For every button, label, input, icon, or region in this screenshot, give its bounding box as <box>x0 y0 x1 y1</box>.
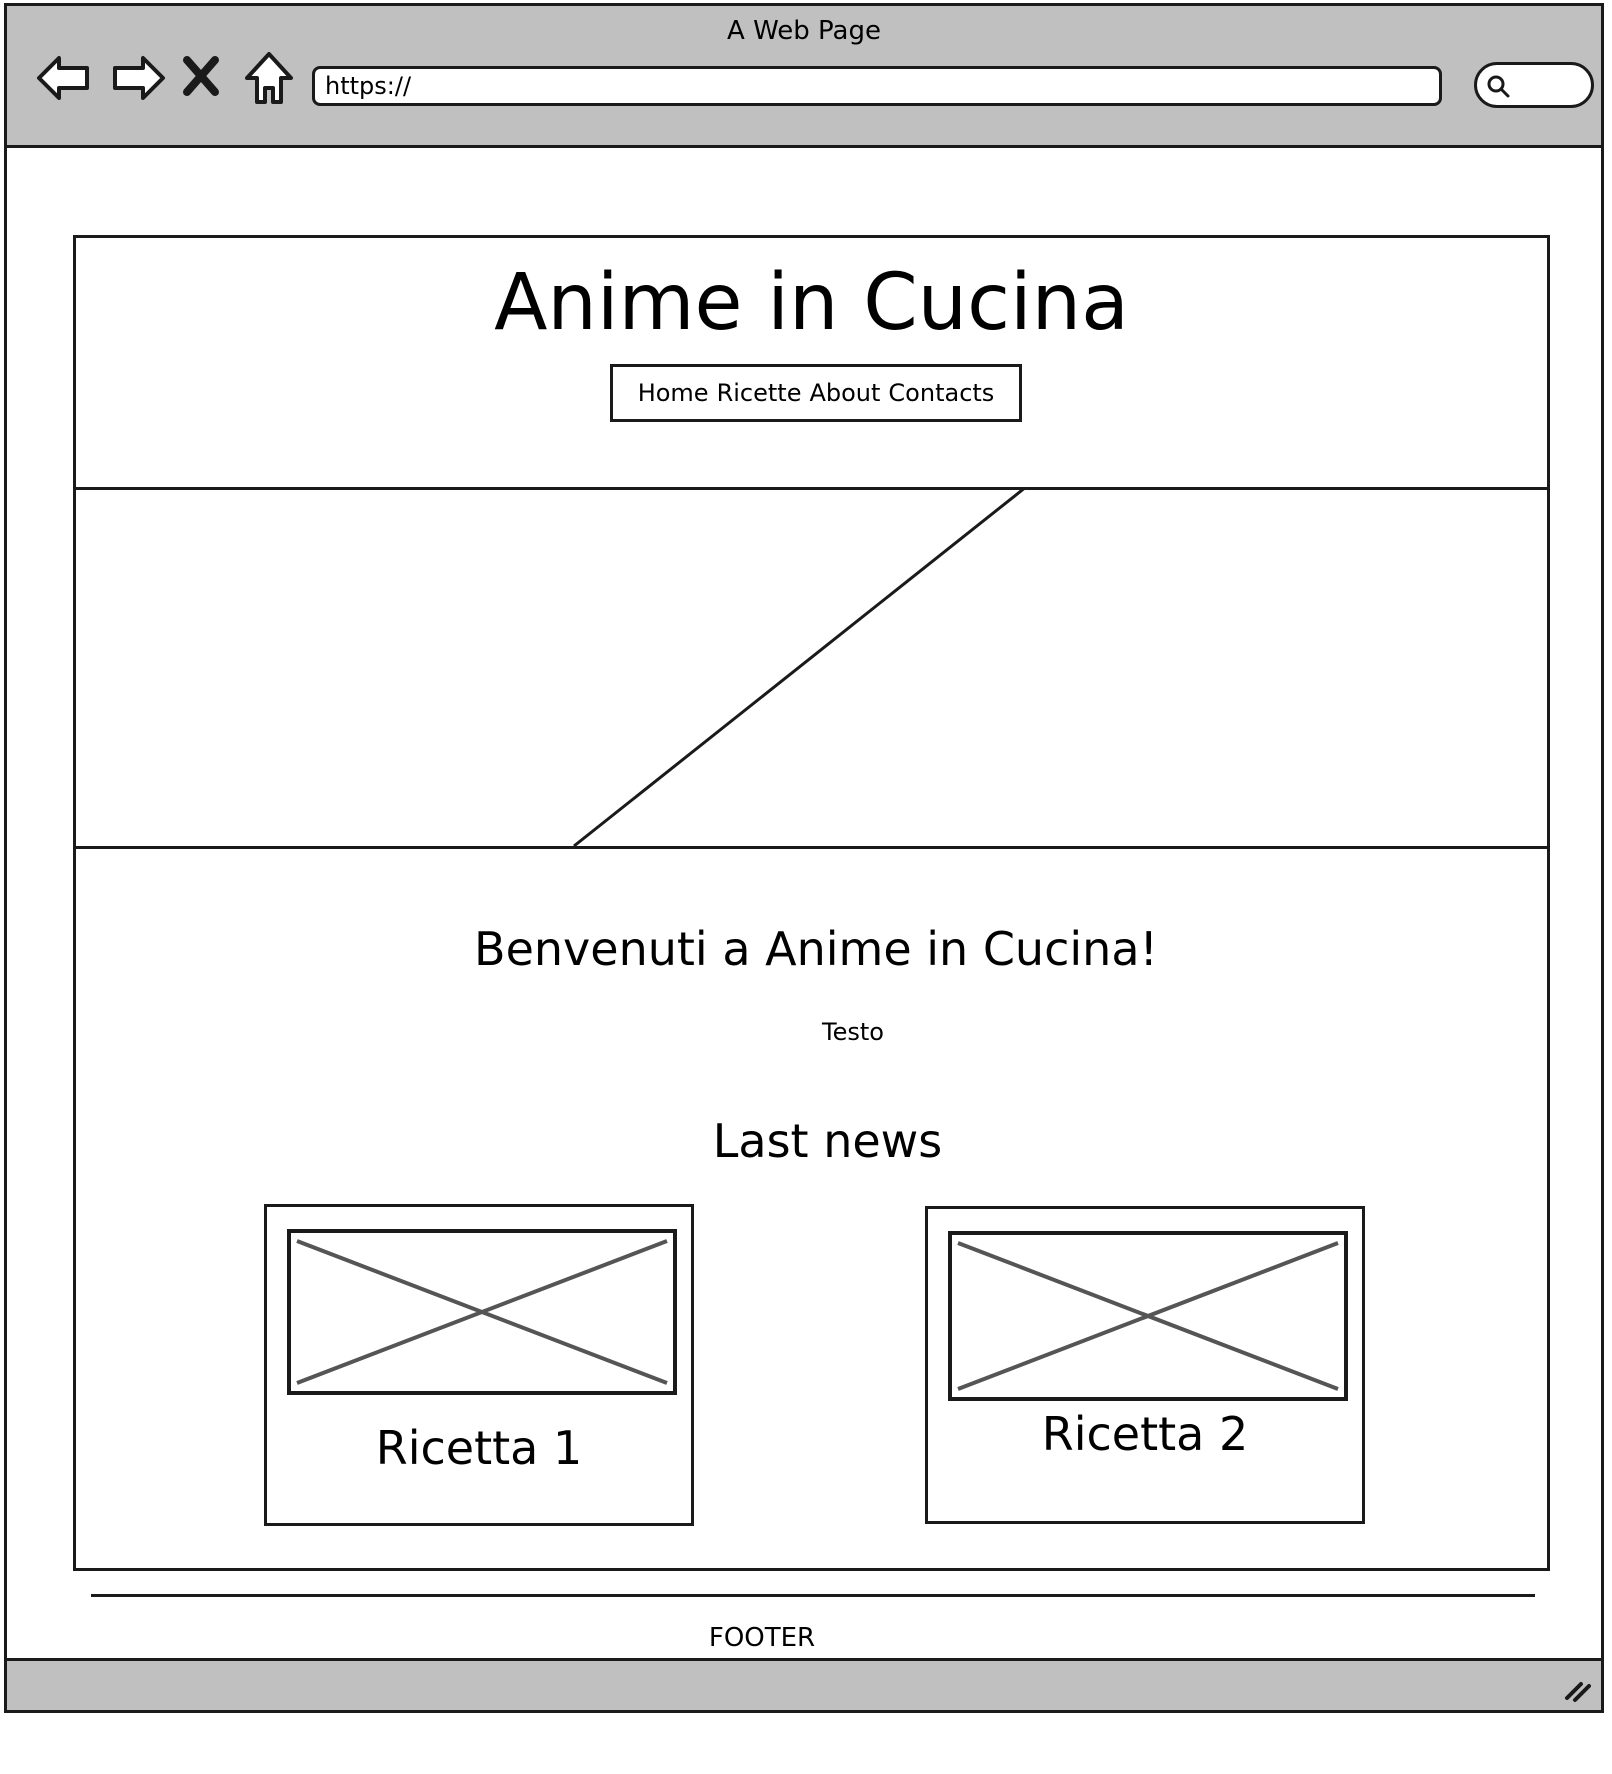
last-news-heading: Last news <box>712 1114 943 1168</box>
browser-search-field[interactable] <box>1474 62 1594 108</box>
browser-window: A Web Page https:// Anime in Cucina <box>4 3 1604 1713</box>
nav-item-ricette[interactable]: Ricette <box>716 379 802 407</box>
browser-toolbar: A Web Page https:// <box>7 6 1601 148</box>
recipe-image-placeholder <box>948 1231 1348 1401</box>
forward-arrow-icon[interactable] <box>107 48 167 108</box>
search-icon <box>1487 75 1510 98</box>
close-icon[interactable] <box>179 48 223 108</box>
site-header: Anime in Cucina Home Ricette About Conta… <box>76 238 1547 490</box>
image-placeholder-icon <box>957 1241 1339 1391</box>
footer-divider <box>91 1594 1535 1597</box>
image-placeholder-icon <box>296 1239 668 1385</box>
window-title: A Web Page <box>727 16 881 46</box>
nav-item-about[interactable]: About <box>809 379 881 407</box>
hero-image-placeholder <box>76 487 1547 849</box>
recipe-card[interactable]: Ricetta 2 <box>925 1206 1365 1524</box>
url-input[interactable]: https:// <box>312 66 1442 106</box>
body-text: Testo <box>822 1018 884 1046</box>
footer-text: FOOTER <box>708 1623 816 1653</box>
image-placeholder-icon <box>573 487 1027 846</box>
recipe-card-title[interactable]: Ricetta 1 <box>375 1421 583 1475</box>
recipe-card-title[interactable]: Ricetta 2 <box>1041 1407 1249 1461</box>
site-title: Anime in Cucina <box>494 258 1129 348</box>
welcome-heading: Benvenuti a Anime in Cucina! <box>474 922 1158 976</box>
nav-item-contacts[interactable]: Contacts <box>888 379 995 407</box>
recipe-card[interactable]: Ricetta 1 <box>264 1204 694 1526</box>
nav-item-home[interactable]: Home <box>637 379 709 407</box>
main-nav: Home Ricette About Contacts <box>610 364 1022 422</box>
page-frame: Anime in Cucina Home Ricette About Conta… <box>73 235 1550 1571</box>
back-arrow-icon[interactable] <box>35 48 95 108</box>
resize-grip-icon[interactable] <box>1561 1672 1593 1704</box>
home-icon[interactable] <box>239 48 299 108</box>
recipe-image-placeholder <box>287 1229 677 1395</box>
browser-status-bar <box>7 1658 1601 1710</box>
